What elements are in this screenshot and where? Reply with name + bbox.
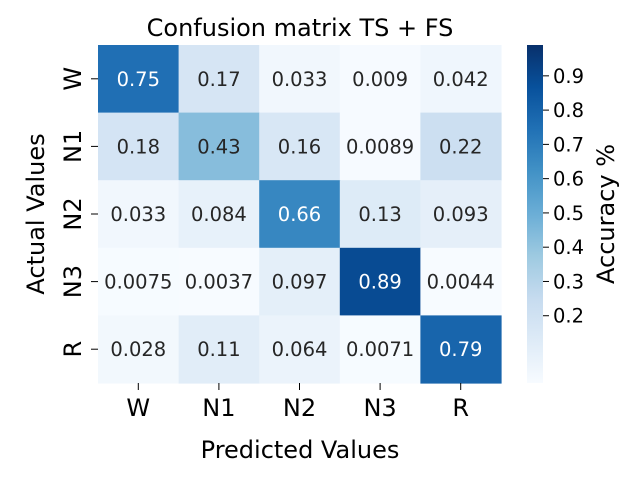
heatmap-cell-R-N1 (178, 315, 260, 384)
heatmap-cell-W-N3 (339, 45, 421, 114)
heatmap-cell-N3-W (98, 247, 180, 316)
x-axis-ticks: W N1 N2 N3 R (126, 383, 469, 422)
cell-value-label: 0.66 (278, 203, 321, 226)
cell-value-label: 0.033 (110, 203, 166, 226)
colorbar-tick-label: 0.7 (553, 133, 584, 156)
y-tick-label: W (59, 67, 87, 91)
heatmap-cell-R-N3 (339, 315, 421, 384)
cell-value-label: 0.064 (272, 338, 328, 361)
heatmap-cell-N3-R (420, 247, 502, 316)
colorbar-tick-label: 0.4 (553, 236, 584, 259)
cell-value-label: 0.0089 (346, 135, 414, 158)
cell-value-label: 0.042 (433, 68, 489, 91)
colorbar-tick-label: 0.2 (553, 305, 584, 328)
y-axis-ticks: W N1 N2 N3 R (59, 67, 98, 358)
heatmap-cell-W-W (98, 45, 180, 114)
y-axis-label: Actual Values (22, 133, 50, 294)
colorbar-tick-label: 0.3 (553, 270, 584, 293)
y-tick-label: N2 (59, 197, 87, 230)
x-tick-label: W (126, 394, 150, 422)
chart-title: Confusion matrix TS + FS (147, 14, 454, 42)
cell-value-label: 0.75 (117, 68, 160, 91)
cell-value-label: 0.11 (197, 338, 240, 361)
cell-value-label: 0.0071 (346, 338, 414, 361)
x-tick-label: N2 (283, 394, 316, 422)
heatmap-cell-N1-N2 (259, 112, 341, 181)
heatmap-cell-N2-R (420, 180, 502, 249)
colorbar-tick-label: 0.6 (553, 168, 584, 191)
heatmap-cell-N1-N3 (339, 112, 421, 181)
cell-value-label: 0.093 (433, 203, 489, 226)
cell-value-label: 0.89 (358, 271, 401, 294)
cell-value-label: 0.097 (272, 271, 328, 294)
heatmap-cell-N2-N1 (178, 180, 260, 249)
heatmap-cell-N3-N1 (178, 247, 260, 316)
heatmap-cell-N2-W (98, 180, 180, 249)
x-tick-label: R (452, 394, 469, 422)
heatmap-cell-R-W (98, 315, 180, 384)
heatmap-cell-W-N1 (178, 45, 260, 114)
heatmap-cells (98, 45, 502, 384)
x-axis-label: Predicted Values (201, 436, 400, 464)
heatmap-cell-N3-N3 (339, 247, 421, 316)
heatmap-cell-R-N2 (259, 315, 341, 384)
heatmap-cell-N1-N1 (178, 112, 260, 181)
cell-value-label: 0.79 (439, 338, 482, 361)
heatmap-cell-N2-N3 (339, 180, 421, 249)
heatmap-cell-N2-N2 (259, 180, 341, 249)
cell-value-label: 0.033 (272, 68, 328, 91)
cell-value-label: 0.22 (439, 135, 482, 158)
cell-value-label: 0.0044 (427, 271, 495, 294)
y-tick-label: R (59, 341, 87, 358)
y-tick-label: N3 (59, 265, 87, 298)
colorbar-tick-label: 0.5 (553, 202, 584, 225)
heatmap-cell-N3-N2 (259, 247, 341, 316)
colorbar (527, 45, 543, 383)
x-tick-label: N1 (202, 394, 235, 422)
colorbar-tick-label: 0.9 (553, 65, 584, 88)
cell-value-label: 0.16 (278, 135, 321, 158)
heatmap-cell-R-R (420, 315, 502, 384)
cell-value-label: 0.43 (197, 135, 240, 158)
heatmap-cell-labels: 0.75 0.17 0.033 0.009 0.042 0.18 0.43 0.16 0.008… (104, 68, 495, 361)
heatmap-cell-W-N2 (259, 45, 341, 114)
cell-value-label: 0.009 (352, 68, 408, 91)
cell-value-label: 0.084 (191, 203, 247, 226)
colorbar-label: Accuracy % (592, 144, 620, 284)
y-tick-label: N1 (59, 130, 87, 163)
cell-value-label: 0.0075 (104, 271, 172, 294)
colorbar-ticks: 0.2 0.3 0.4 0.5 0.6 0.7 0.8 0.9 (543, 65, 584, 328)
heatmap-cell-N1-R (420, 112, 502, 181)
heatmap-cell-W-R (420, 45, 502, 114)
x-tick-label: N3 (363, 394, 396, 422)
heatmap-cell-N1-W (98, 112, 180, 181)
colorbar-tick-label: 0.8 (553, 99, 584, 122)
cell-value-label: 0.18 (117, 135, 160, 158)
cell-value-label: 0.17 (197, 68, 240, 91)
cell-value-label: 0.0037 (185, 271, 253, 294)
cell-value-label: 0.13 (358, 203, 401, 226)
cell-value-label: 0.028 (110, 338, 166, 361)
